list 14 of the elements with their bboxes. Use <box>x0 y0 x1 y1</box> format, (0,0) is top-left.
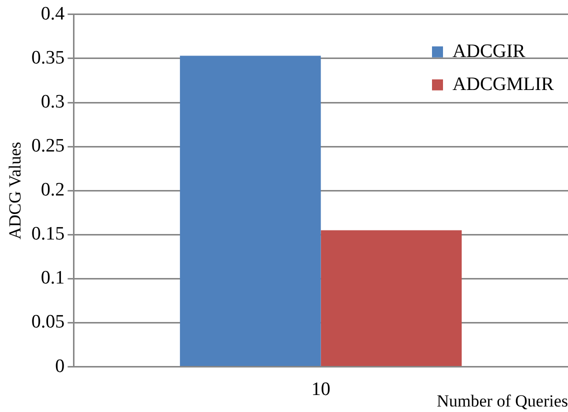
y-tick-label: 0.1 <box>40 268 65 289</box>
legend-label: ADCGIR <box>452 40 526 62</box>
y-axis-title: ADCG Values <box>6 142 25 240</box>
y-tick-label: 0.05 <box>31 312 65 333</box>
y-tick-label: 0.25 <box>31 136 65 157</box>
y-tick-label: 0 <box>55 356 65 377</box>
y-tick-label: 0.15 <box>31 224 65 245</box>
y-tick-label: 0.2 <box>40 180 65 201</box>
y-tick-label: 0.3 <box>40 91 65 112</box>
x-axis-title: Number of Queries <box>436 391 568 410</box>
x-tick-label: 10 <box>311 379 330 400</box>
legend-label: ADCGMLIR <box>452 74 554 95</box>
y-tick-label: 0.35 <box>31 47 65 68</box>
y-tick-label: 0.4 <box>40 3 66 24</box>
